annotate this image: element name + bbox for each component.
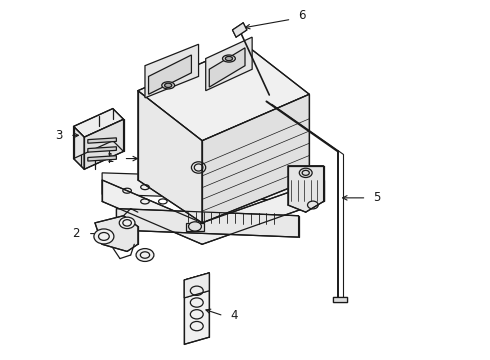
Polygon shape xyxy=(74,109,123,137)
Polygon shape xyxy=(88,147,117,152)
Ellipse shape xyxy=(299,168,312,177)
Polygon shape xyxy=(184,273,209,344)
Polygon shape xyxy=(209,48,245,87)
Text: 6: 6 xyxy=(298,9,306,22)
Polygon shape xyxy=(102,173,323,202)
Polygon shape xyxy=(138,91,202,223)
Polygon shape xyxy=(206,37,252,91)
Ellipse shape xyxy=(94,229,114,244)
Text: 4: 4 xyxy=(231,309,238,322)
Polygon shape xyxy=(186,223,204,231)
Ellipse shape xyxy=(222,55,235,62)
Ellipse shape xyxy=(136,249,154,261)
Polygon shape xyxy=(145,44,198,98)
Ellipse shape xyxy=(225,57,232,61)
Polygon shape xyxy=(184,273,209,298)
Polygon shape xyxy=(202,94,309,223)
Text: 5: 5 xyxy=(373,192,381,204)
Ellipse shape xyxy=(189,222,201,231)
Polygon shape xyxy=(74,126,84,169)
Polygon shape xyxy=(88,156,117,161)
Polygon shape xyxy=(88,138,117,143)
Polygon shape xyxy=(148,55,192,94)
Polygon shape xyxy=(117,208,298,237)
Polygon shape xyxy=(138,44,309,141)
Polygon shape xyxy=(95,216,138,251)
Polygon shape xyxy=(84,119,123,169)
Ellipse shape xyxy=(165,83,172,87)
Text: 1: 1 xyxy=(107,152,115,165)
Ellipse shape xyxy=(119,217,135,229)
Text: 3: 3 xyxy=(55,129,62,142)
Polygon shape xyxy=(102,180,323,244)
Ellipse shape xyxy=(162,82,174,89)
Polygon shape xyxy=(333,297,347,302)
Polygon shape xyxy=(232,23,247,37)
Polygon shape xyxy=(288,166,323,212)
Text: 2: 2 xyxy=(73,227,80,240)
